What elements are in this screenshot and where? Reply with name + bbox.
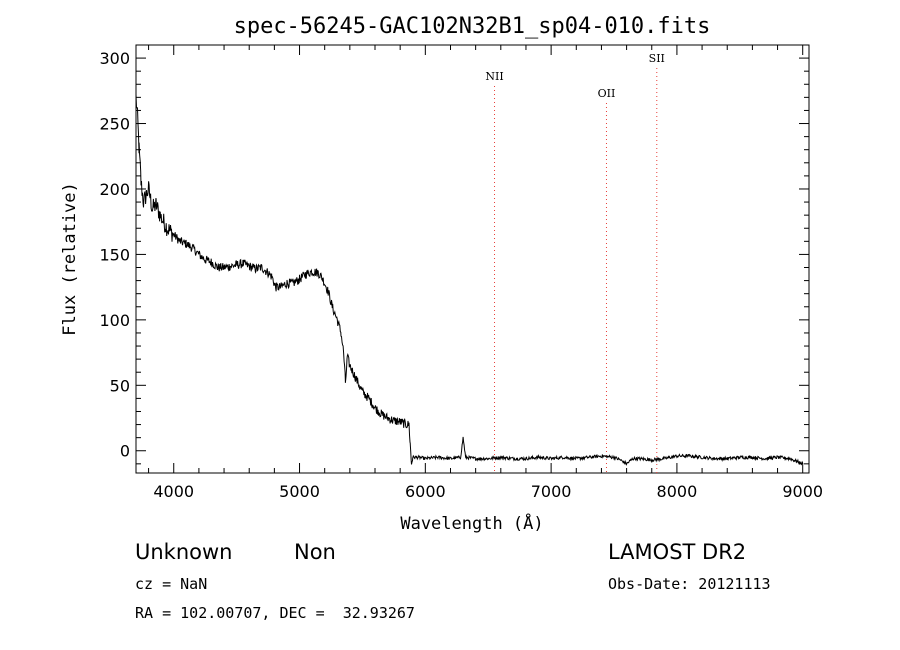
chart-title: spec-56245-GAC102N32B1_sp04-010.fits	[234, 14, 711, 39]
y-tick-label: 150	[99, 245, 130, 264]
coords-label: RA = 102.00707, DEC = 32.93267	[135, 604, 415, 622]
y-tick-label: 300	[99, 49, 130, 68]
classification-label: Unknown	[135, 540, 233, 564]
y-tick-label: 100	[99, 311, 130, 330]
x-axis: 4000 5000 6000 7000 8000 9000	[148, 45, 823, 501]
x-tick-label: 6000	[405, 482, 446, 501]
emission-marker-label: SII	[649, 52, 665, 65]
obs-date-label: Obs-Date: 20121113	[608, 575, 771, 593]
emission-marker-label: OII	[598, 87, 616, 100]
subclass-label: Non	[294, 540, 336, 564]
x-tick-label: 4000	[153, 482, 194, 501]
emission-lines: NII OII SII	[485, 52, 665, 473]
y-axis-label: Flux (relative)	[60, 182, 80, 336]
spectrum-line	[135, 94, 804, 466]
x-tick-label: 5000	[279, 482, 320, 501]
y-axis: 0 50 100 150 200 250 300	[99, 49, 809, 465]
y-tick-label: 50	[110, 376, 130, 395]
y-tick-label: 250	[99, 115, 130, 134]
x-tick-label: 9000	[782, 482, 823, 501]
survey-label: LAMOST DR2	[608, 540, 747, 564]
spectrum-chart: spec-56245-GAC102N32B1_sp04-010.fits 0 50…	[60, 14, 823, 534]
x-axis-label: Wavelength (Å)	[400, 512, 543, 534]
x-tick-label: 8000	[657, 482, 698, 501]
plot-frame	[135, 44, 810, 474]
y-tick-label: 200	[99, 180, 130, 199]
emission-marker-label: NII	[485, 70, 503, 83]
redshift-label: cz = NaN	[135, 575, 208, 593]
y-tick-label: 0	[120, 442, 130, 461]
x-tick-label: 7000	[531, 482, 572, 501]
